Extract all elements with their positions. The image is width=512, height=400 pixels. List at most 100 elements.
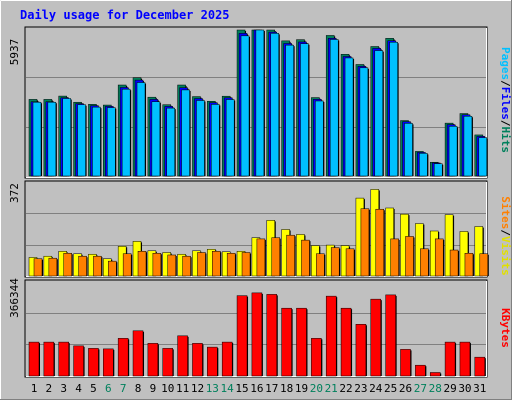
x-tick-label: 23	[354, 382, 367, 395]
bottom-kbytes-bar	[400, 349, 411, 377]
middle-sites-bar	[212, 251, 221, 277]
top-legend-label: Pages/Files/Hits	[499, 47, 512, 153]
top-pages-bar	[404, 123, 413, 177]
bottom-kbytes-bar	[325, 295, 337, 377]
x-tick-label: 11	[176, 382, 189, 395]
top-pages-bar	[463, 115, 473, 177]
legend-part: KBytes	[499, 308, 512, 348]
top-pages-bar	[62, 98, 71, 177]
top-pages-bar	[47, 101, 57, 177]
x-tick-label: 1	[31, 382, 38, 395]
x-tick-label: 19	[295, 382, 308, 395]
bottom-kbytes-bar	[28, 341, 40, 377]
x-tick-label: 16	[250, 382, 263, 395]
bottom-kbytes-bar	[370, 298, 382, 377]
x-tick-label: 10	[161, 382, 174, 395]
x-tick-label: 14	[221, 382, 235, 395]
bottom-kbytes-bar	[132, 330, 144, 377]
x-tick-label: 12	[191, 382, 204, 395]
top-pages-bar	[225, 99, 235, 177]
top-pages-bar	[255, 29, 265, 177]
top-pages-bar	[359, 67, 369, 177]
bars	[28, 29, 489, 377]
x-tick-label: 17	[265, 382, 278, 395]
top-pages-bar	[32, 101, 42, 177]
x-tick-label: 5	[90, 382, 97, 395]
legend-part: Files	[499, 87, 512, 120]
middle-sites-bar	[375, 208, 385, 277]
bottom-kbytes-bar	[281, 307, 292, 377]
bottom-legend-label: KBytes	[499, 308, 512, 348]
middle-sites-bar	[167, 254, 176, 277]
bottom-kbytes-bar	[58, 341, 69, 377]
top-pages-bar	[77, 104, 86, 177]
x-tick-label: 15	[235, 382, 248, 395]
x-tick-label: 13	[206, 382, 219, 395]
top-max-label: 5937	[8, 39, 21, 66]
legend-part: Pages	[499, 47, 512, 80]
top-pages-bar	[107, 107, 116, 177]
middle-sites-bar	[301, 239, 310, 277]
bottom-kbytes-bar	[73, 345, 84, 377]
bottom-kbytes-bar	[221, 341, 233, 377]
middle-sites-bar	[48, 257, 58, 277]
middle-sites-bar	[33, 258, 43, 277]
top-pages-bar	[136, 82, 146, 177]
chart-title: Daily usage for December 2025	[20, 8, 230, 22]
bottom-kbytes-bar	[355, 324, 367, 377]
x-tick-label: 9	[150, 382, 157, 395]
bottom-kbytes-bar	[117, 338, 129, 377]
x-tick-label: 30	[458, 382, 471, 395]
top-pages-bar	[121, 88, 131, 177]
middle-sites-bar	[182, 255, 191, 277]
top-pages-bar	[240, 35, 250, 177]
middle-sites-bar	[271, 237, 281, 277]
top-pages-bar	[344, 57, 354, 177]
legend-part: /	[499, 80, 512, 87]
middle-sites-bar	[137, 251, 147, 277]
bottom-kbytes-bar	[162, 348, 173, 377]
top-pages-bar	[374, 50, 384, 177]
bottom-kbytes-bar	[429, 372, 441, 377]
middle-sites-bar	[360, 208, 370, 277]
middle-sites-bar	[345, 248, 355, 277]
bottom-kbytes-bar	[207, 346, 218, 377]
middle-sites-bar	[197, 252, 206, 277]
bottom-kbytes-bar	[296, 307, 307, 377]
middle-sites-bar	[241, 252, 251, 277]
middle-sites-bar	[316, 253, 325, 277]
middle-sites-bar	[449, 249, 459, 277]
top-pages-bar	[196, 100, 205, 177]
top-pages-bar	[285, 44, 294, 177]
bottom-kbytes-bar	[236, 295, 248, 377]
x-tick-label: 22	[339, 382, 352, 395]
bottom-kbytes-bar	[311, 338, 322, 377]
right-legend-labels: Pages/Files/Hits Sites/Visits KBytes	[499, 47, 512, 348]
x-tick-label: 7	[120, 382, 127, 395]
middle-sites-bar	[63, 252, 72, 277]
x-tick-label: 26	[399, 382, 412, 395]
top-pages-bar	[419, 153, 428, 177]
middle-sites-bar	[256, 238, 266, 277]
bottom-kbytes-bar	[43, 341, 55, 377]
legend-part: /	[499, 229, 512, 236]
top-pages-bar	[315, 100, 324, 177]
middle-sites-bar	[420, 248, 429, 277]
x-tick-label: 18	[280, 382, 293, 395]
bottom-kbytes-bar	[88, 348, 99, 377]
bottom-kbytes-bar	[459, 341, 471, 377]
bottom-kbytes-bar	[385, 294, 396, 377]
bottom-kbytes-bar	[192, 343, 203, 377]
bottom-kbytes-bar	[444, 341, 456, 377]
top-pages-bar	[329, 39, 339, 177]
bottom-kbytes-bar	[266, 294, 278, 377]
middle-sites-bar	[390, 238, 399, 277]
top-pages-bar	[433, 163, 443, 177]
middle-legend-label: Sites/Visits	[499, 196, 512, 276]
middle-sites-bar	[479, 253, 489, 277]
top-pages-bar	[92, 106, 101, 177]
bottom-kbytes-bar	[415, 364, 426, 377]
top-pages-bar	[181, 89, 190, 177]
middle-sites-bar	[226, 252, 236, 277]
